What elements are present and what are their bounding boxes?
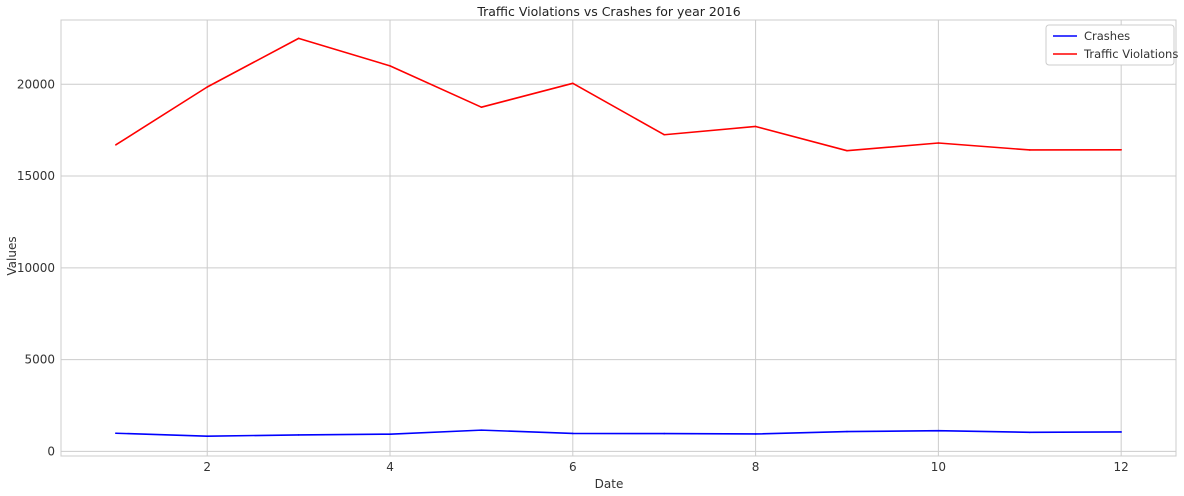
data-point-crashes — [572, 432, 574, 435]
data-point-traffic-violations — [572, 82, 574, 85]
data-point-traffic-violations — [389, 65, 391, 67]
chart-title: Traffic Violations vs Crashes for year 2… — [476, 4, 740, 19]
x-tick-label: 6 — [569, 460, 577, 474]
data-point-crashes — [480, 429, 483, 431]
x-tick-label: 4 — [386, 460, 394, 474]
y-tick-label: 0 — [47, 444, 55, 458]
data-point-crashes — [115, 432, 117, 435]
plot-area-frame — [60, 19, 1177, 457]
data-point-traffic-violations — [206, 86, 209, 88]
data-point-crashes — [206, 435, 209, 437]
x-tick-label: 12 — [1114, 460, 1129, 474]
y-tick-label: 15000 — [17, 169, 55, 183]
legend-label-crashes: Crashes — [1084, 29, 1130, 43]
y-tick-label: 5000 — [24, 353, 55, 367]
data-point-crashes — [1028, 431, 1031, 434]
data-point-traffic-violations — [937, 142, 940, 144]
series-layer — [115, 37, 1122, 437]
x-axis-label: Date — [595, 477, 624, 491]
data-point-crashes — [389, 433, 391, 435]
y-tick-label: 20000 — [17, 77, 55, 91]
data-point-crashes — [754, 433, 757, 435]
data-point-crashes — [846, 430, 848, 433]
data-point-traffic-violations — [846, 149, 848, 152]
data-point-traffic-violations — [480, 106, 483, 108]
x-tick-label: 8 — [752, 460, 760, 474]
legend: Crashes Traffic Violations — [1045, 24, 1178, 66]
data-point-traffic-violations — [663, 133, 665, 136]
legend-box — [1045, 24, 1175, 66]
data-point-crashes — [1120, 431, 1122, 433]
y-tick-labels: 0 5000 10000 15000 20000 — [17, 77, 55, 458]
gridlines — [61, 20, 1176, 456]
data-point-crashes — [937, 429, 940, 432]
x-tick-label: 10 — [931, 460, 946, 474]
series-line-crashes — [115, 429, 1122, 437]
x-tick-labels: 2 4 6 8 10 12 — [203, 460, 1128, 474]
data-point-traffic-violations — [115, 144, 117, 146]
series-line-traffic-violations — [115, 37, 1122, 152]
data-point-crashes — [663, 432, 665, 435]
legend-label-traffic-violations: Traffic Violations — [1083, 47, 1178, 61]
x-tick-label: 2 — [203, 460, 211, 474]
data-point-traffic-violations — [1120, 148, 1122, 151]
y-tick-label: 10000 — [17, 261, 55, 275]
data-point-crashes — [297, 434, 300, 436]
y-axis-label: Values — [5, 236, 19, 275]
data-point-traffic-violations — [297, 37, 300, 40]
data-point-traffic-violations — [1028, 149, 1031, 151]
data-point-traffic-violations — [754, 125, 757, 128]
